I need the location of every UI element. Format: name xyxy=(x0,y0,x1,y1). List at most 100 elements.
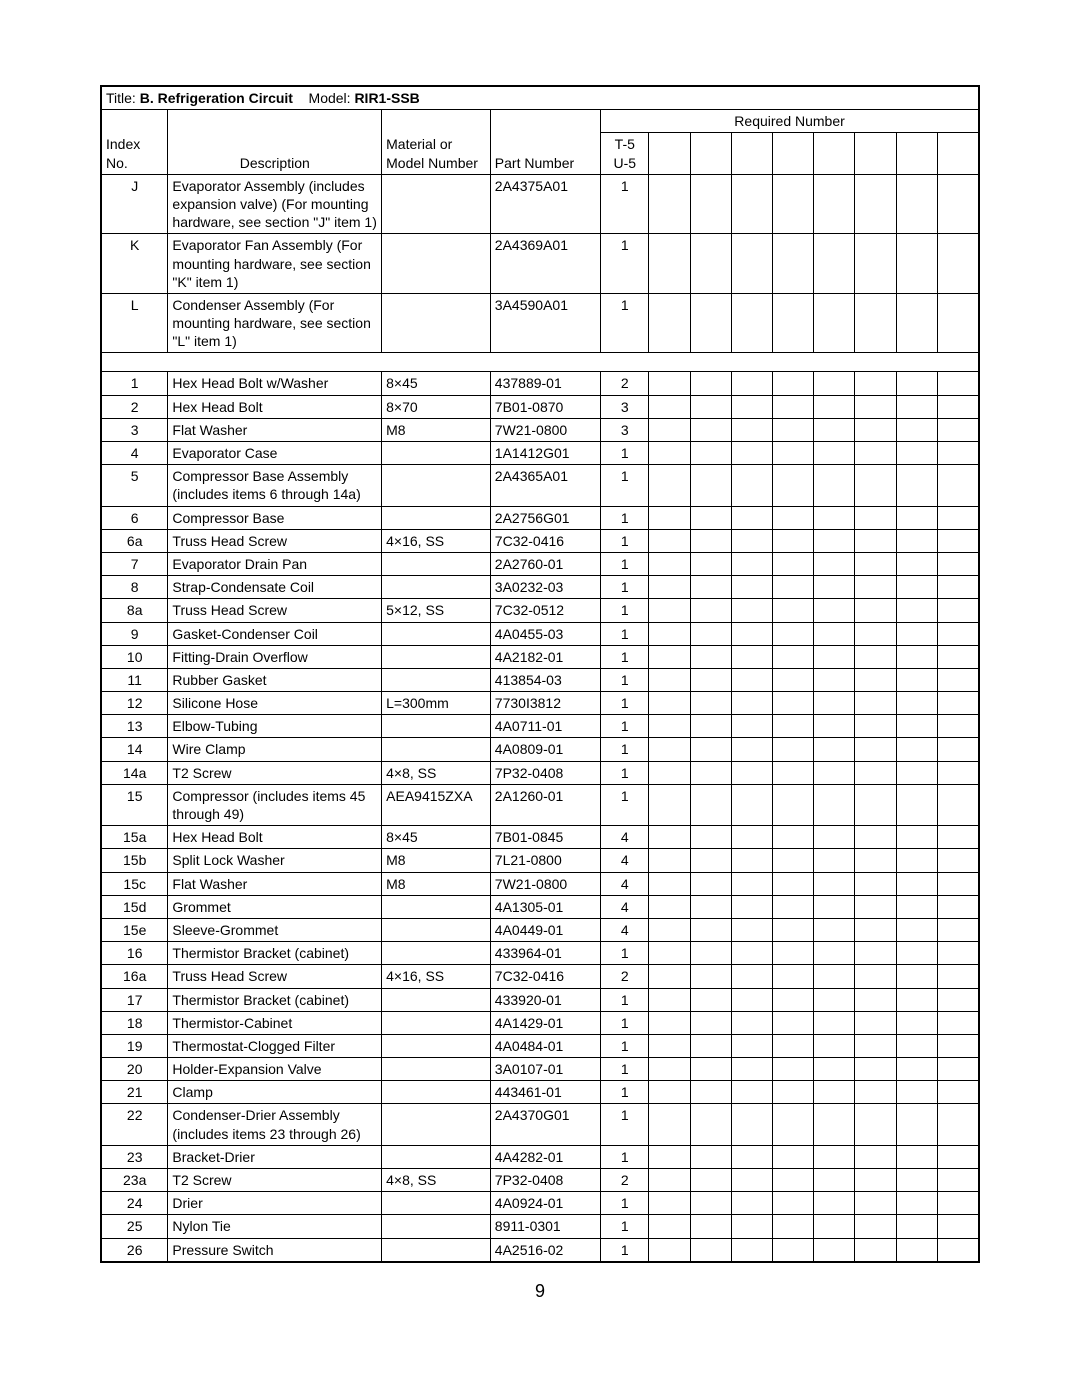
cell-extra xyxy=(731,692,772,715)
cell-extra xyxy=(937,872,979,895)
cell-description: Drier xyxy=(168,1192,382,1215)
cell-extra xyxy=(855,1169,896,1192)
table-row: LCondenser Assembly (For mounting hardwa… xyxy=(101,293,979,353)
cell-extra xyxy=(773,784,814,825)
header-extra-col xyxy=(773,133,814,174)
cell-extra xyxy=(649,1034,690,1057)
cell-index: 5 xyxy=(101,465,168,506)
cell-extra xyxy=(896,826,937,849)
cell-material: 4×8, SS xyxy=(382,1169,491,1192)
cell-extra xyxy=(649,826,690,849)
cell-index: 6a xyxy=(101,529,168,552)
cell-part: 7P32-0408 xyxy=(490,761,600,784)
cell-extra xyxy=(649,506,690,529)
cell-required: 2 xyxy=(601,372,649,395)
cell-description: Flat Washer xyxy=(168,872,382,895)
cell-required: 1 xyxy=(601,1192,649,1215)
cell-description: T2 Screw xyxy=(168,761,382,784)
cell-extra xyxy=(731,1081,772,1104)
cell-material xyxy=(382,942,491,965)
table-row: 6aTruss Head Screw4×16, SS7C32-04161 xyxy=(101,529,979,552)
cell-extra xyxy=(855,1011,896,1034)
cell-extra xyxy=(855,738,896,761)
cell-extra xyxy=(731,872,772,895)
table-row: 13Elbow-Tubing4A0711-011 xyxy=(101,715,979,738)
cell-description: Condenser Assembly (For mounting hardwar… xyxy=(168,293,382,353)
cell-extra xyxy=(649,942,690,965)
cell-extra xyxy=(855,895,896,918)
cell-extra xyxy=(937,988,979,1011)
cell-required: 3 xyxy=(601,418,649,441)
cell-extra xyxy=(855,965,896,988)
cell-extra xyxy=(814,826,855,849)
cell-required: 1 xyxy=(601,529,649,552)
cell-extra xyxy=(731,965,772,988)
cell-description: Hex Head Bolt xyxy=(168,826,382,849)
cell-part: 7B01-0845 xyxy=(490,826,600,849)
table-row: 24Drier4A0924-011 xyxy=(101,1192,979,1215)
cell-description: Sleeve-Grommet xyxy=(168,918,382,941)
cell-extra xyxy=(814,174,855,234)
cell-extra xyxy=(773,529,814,552)
cell-extra xyxy=(896,372,937,395)
cell-extra xyxy=(649,1238,690,1262)
cell-extra xyxy=(937,576,979,599)
cell-extra xyxy=(814,552,855,575)
cell-extra xyxy=(855,1192,896,1215)
cell-extra xyxy=(731,293,772,353)
cell-extra xyxy=(649,692,690,715)
cell-extra xyxy=(855,918,896,941)
cell-extra xyxy=(814,1104,855,1145)
cell-description: Split Lock Washer xyxy=(168,849,382,872)
cell-extra xyxy=(649,1169,690,1192)
cell-extra xyxy=(896,988,937,1011)
cell-extra xyxy=(937,965,979,988)
cell-material xyxy=(382,668,491,691)
cell-extra xyxy=(649,418,690,441)
table-row: 22Condenser-Drier Assembly (includes ite… xyxy=(101,1104,979,1145)
cell-extra xyxy=(690,872,731,895)
cell-extra xyxy=(690,506,731,529)
cell-extra xyxy=(773,1104,814,1145)
cell-part: 4A0449-01 xyxy=(490,918,600,941)
cell-material xyxy=(382,1011,491,1034)
cell-extra xyxy=(731,1215,772,1238)
cell-description: Compressor Base Assembly (includes items… xyxy=(168,465,382,506)
cell-extra xyxy=(773,1034,814,1057)
cell-extra xyxy=(937,849,979,872)
table-row: 5Compressor Base Assembly (includes item… xyxy=(101,465,979,506)
header-part: Part Number xyxy=(490,110,600,175)
cell-part: 2A4375A01 xyxy=(490,174,600,234)
cell-material xyxy=(382,293,491,353)
cell-description: Truss Head Screw xyxy=(168,529,382,552)
table-row: 16Thermistor Bracket (cabinet)433964-011 xyxy=(101,942,979,965)
cell-extra xyxy=(690,918,731,941)
cell-material: 8×45 xyxy=(382,372,491,395)
cell-extra xyxy=(649,576,690,599)
cell-extra xyxy=(814,872,855,895)
cell-extra xyxy=(773,293,814,353)
cell-extra xyxy=(731,738,772,761)
cell-part: 4A1429-01 xyxy=(490,1011,600,1034)
cell-extra xyxy=(773,1145,814,1168)
cell-extra xyxy=(690,965,731,988)
cell-extra xyxy=(896,645,937,668)
cell-extra xyxy=(814,442,855,465)
cell-extra xyxy=(855,1238,896,1262)
title-name: B. Refrigeration Circuit xyxy=(140,90,293,106)
cell-part: 4A0924-01 xyxy=(490,1192,600,1215)
cell-extra xyxy=(690,715,731,738)
cell-material xyxy=(382,895,491,918)
cell-extra xyxy=(773,761,814,784)
header-extra-col xyxy=(731,133,772,174)
cell-material xyxy=(382,988,491,1011)
cell-extra xyxy=(855,826,896,849)
cell-extra xyxy=(937,761,979,784)
cell-required: 1 xyxy=(601,1081,649,1104)
cell-extra xyxy=(649,293,690,353)
cell-material xyxy=(382,1145,491,1168)
cell-required: 1 xyxy=(601,738,649,761)
cell-index: 2 xyxy=(101,395,168,418)
cell-description: Hex Head Bolt w/Washer xyxy=(168,372,382,395)
cell-required: 1 xyxy=(601,234,649,294)
